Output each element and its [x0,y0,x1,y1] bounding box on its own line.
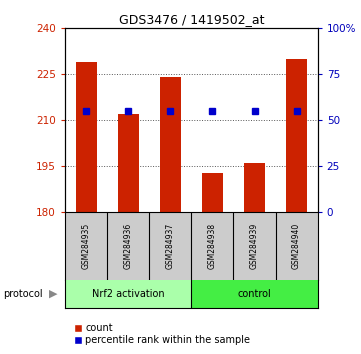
Bar [160,78,181,212]
Text: Nrf2 activation: Nrf2 activation [92,289,165,299]
Bar [191,280,318,308]
Text: GSM284935: GSM284935 [82,223,91,269]
Bar [75,62,96,212]
Text: GSM284940: GSM284940 [292,223,301,269]
Text: GSM284939: GSM284939 [250,223,259,269]
Text: GSM284936: GSM284936 [124,223,132,269]
Text: ▶: ▶ [49,289,57,299]
Text: GSM284938: GSM284938 [208,223,217,269]
Bar [118,114,139,212]
Bar [286,59,307,212]
Bar [202,172,223,212]
Bar [65,280,191,308]
Title: GDS3476 / 1419502_at: GDS3476 / 1419502_at [118,13,264,26]
Text: control: control [238,289,271,299]
Text: GSM284937: GSM284937 [166,223,175,269]
Bar [244,163,265,212]
Text: protocol: protocol [4,289,43,299]
Legend: count, percentile rank within the sample: count, percentile rank within the sample [70,319,254,349]
